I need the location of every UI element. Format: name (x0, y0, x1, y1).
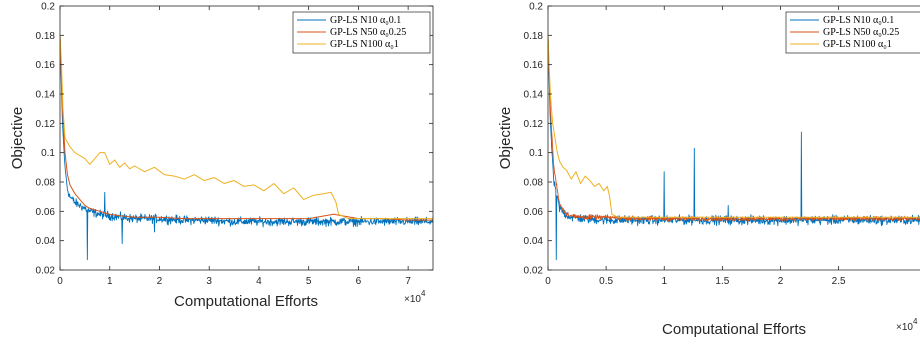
y-axis-label: Objective (497, 107, 514, 170)
x-tick-label: 2 (157, 276, 163, 287)
y-tick-label: 0.12 (36, 119, 56, 130)
legend-entry-0: GP-LS N10 α₀0.1 (823, 15, 894, 26)
x-tick-label: 0 (545, 276, 551, 287)
x-tick-label: 1 (661, 276, 667, 287)
y-tick-label: 0.12 (524, 119, 544, 130)
series-line-2 (60, 35, 433, 220)
y-tick-label: 0.08 (36, 178, 56, 189)
series-layer (60, 35, 433, 261)
legend-entry-2: GP-LS N100 α₀1 (330, 39, 399, 50)
y-tick-label: 0.16 (524, 60, 544, 71)
chart-left: 0 1 2 3 4 5 6 7 0.02 0.04 0.06 0.08 0.1 0.12 0.14 0.16 0… (9, 2, 434, 310)
ticks-layer: 0 0.5 1 1.5 2 2.5 0.02 0.04 0.06 0.08 0.1 0.12 0.14 0… (524, 2, 846, 288)
y-tick-label: 0.1 (529, 148, 543, 159)
y-tick-label: 0.02 (524, 266, 544, 277)
x-tick-label: 0.5 (599, 276, 613, 287)
x-tick-label: 3 (206, 276, 212, 287)
x-tick-label: 7 (405, 276, 411, 287)
x-tick-label: 1.5 (715, 276, 729, 287)
y-tick-label: 0.16 (36, 60, 56, 71)
series-line-2 (548, 35, 920, 218)
legend-entry-1: GP-LS N50 α₀0.25 (823, 27, 899, 38)
x-multiplier-label: ×10 (896, 322, 913, 333)
y-tick-label: 0.2 (41, 2, 55, 13)
x-multiplier-exponent: 4 (421, 289, 426, 298)
x-tick-label: 0 (57, 276, 63, 287)
x-tick-label: 5 (306, 276, 312, 287)
y-tick-label: 0.04 (36, 236, 56, 247)
x-tick-label: 1 (107, 276, 113, 287)
legend-entry-2: GP-LS N100 α₀1 (823, 39, 892, 50)
ticks-layer: 0 1 2 3 4 5 6 7 0.02 0.04 0.06 0.08 0.1 0.12 0.14 0.16 0… (36, 2, 433, 287)
legend: GP-LS N10 α₀0.1 GP-LS N50 α₀0.25 GP-LS N… (292, 11, 431, 54)
x-tick-label: 6 (356, 276, 362, 287)
x-tick-label: 2.5 (832, 276, 846, 287)
series-line-1 (60, 35, 433, 221)
legend-entry-1: GP-LS N50 α₀0.25 (330, 27, 406, 38)
series-layer (548, 35, 920, 261)
y-tick-label: 0.08 (524, 178, 544, 189)
y-tick-label: 0.1 (41, 148, 55, 159)
plot-frame (59, 5, 434, 271)
x-axis-label: Computational Efforts (174, 293, 318, 310)
x-tick-label: 2 (778, 276, 784, 287)
y-tick-label: 0.04 (524, 236, 544, 247)
legend: GP-LS N10 α₀0.1 GP-LS N50 α₀0.25 GP-LS N… (785, 11, 920, 54)
legend-entry-0: GP-LS N10 α₀0.1 (330, 15, 401, 26)
y-tick-label: 0.2 (529, 2, 543, 13)
y-tick-label: 0.14 (524, 90, 544, 101)
chart-right: 0 0.5 1 1.5 2 2.5 0.02 0.04 0.06 0.08 0.1 0.12 0.14 0… (497, 2, 920, 338)
y-tick-label: 0.06 (524, 207, 544, 218)
x-tick-label: 4 (256, 276, 262, 287)
x-axis-label: Computational Efforts (662, 321, 806, 338)
x-multiplier-label: ×10 (404, 294, 421, 305)
y-tick-label: 0.06 (36, 207, 56, 218)
y-axis-label: Objective (9, 107, 26, 170)
plot-frame (547, 5, 920, 271)
y-tick-label: 0.02 (36, 266, 56, 277)
x-multiplier-exponent: 4 (913, 317, 918, 326)
series-line-0 (60, 35, 433, 261)
y-tick-label: 0.18 (36, 31, 56, 42)
y-tick-label: 0.14 (36, 90, 56, 101)
series-line-1 (548, 35, 920, 222)
y-tick-label: 0.18 (524, 31, 544, 42)
